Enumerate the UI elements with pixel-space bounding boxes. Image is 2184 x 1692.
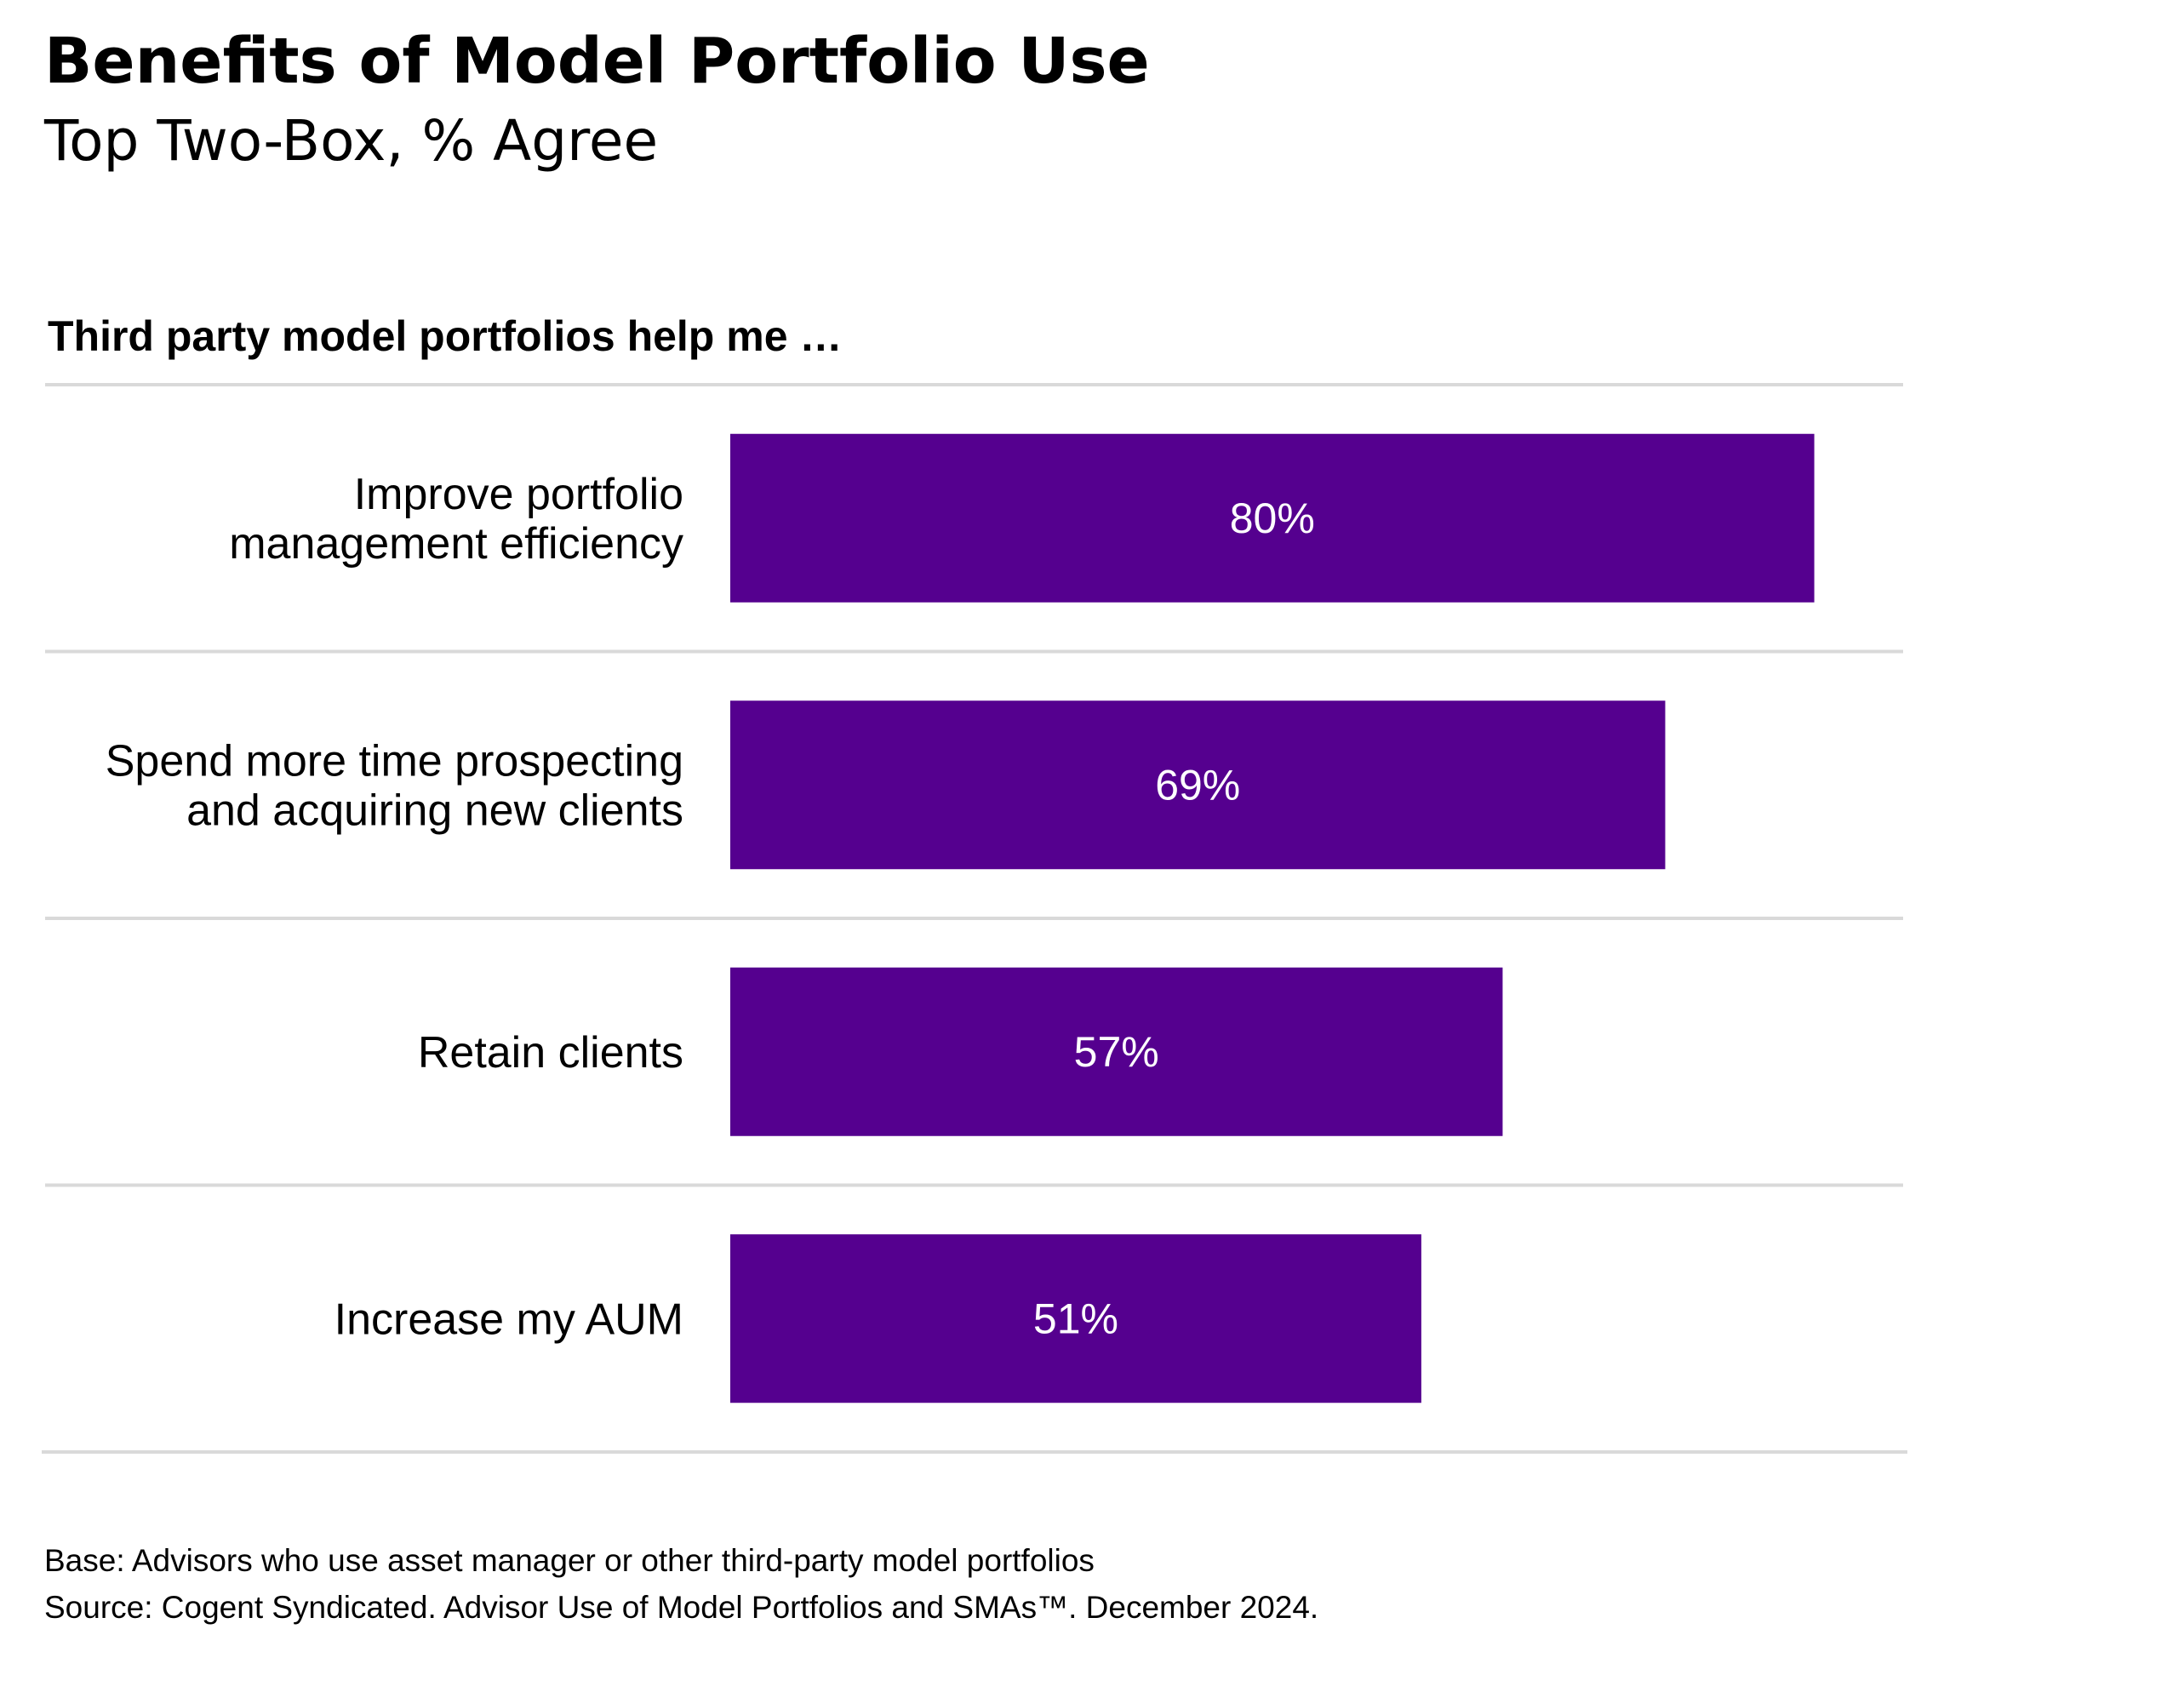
value-label: 69% [1155,761,1240,809]
value-label: 51% [1033,1295,1118,1342]
category-labels: Improve portfolio management efficiency Sp… [106,470,683,1345]
category-label: Improve portfolio management efficiency [229,470,683,569]
value-label: 80% [1230,494,1315,542]
footnotes: Base: Advisors who use asset manager or … [44,1537,1318,1631]
question-label: Third party model portfolios help me … [48,312,842,360]
row-separators [42,383,1907,1454]
bar [730,967,1503,1136]
chart-subtitle: Top Two-Box, % Agree [44,108,659,174]
category-label: Spend more time prospecting and acquiring… [106,736,683,835]
footnote-source: Source: Cogent Syndicated. Advisor Use o… [44,1590,1319,1625]
bar [730,433,1815,603]
bars-group [730,433,1815,1403]
category-label: Increase my AUM [334,1295,683,1344]
category-label: Retain clients [418,1028,683,1078]
footnote-base: Base: Advisors who use asset manager or … [44,1543,1095,1578]
chart-title: Benefits of Model Portfolio Use [44,25,1150,98]
value-label: 57% [1074,1028,1159,1076]
value-labels: 80% 69% 57% 51% [1033,494,1315,1343]
bar [730,1234,1421,1403]
bar [730,700,1666,870]
